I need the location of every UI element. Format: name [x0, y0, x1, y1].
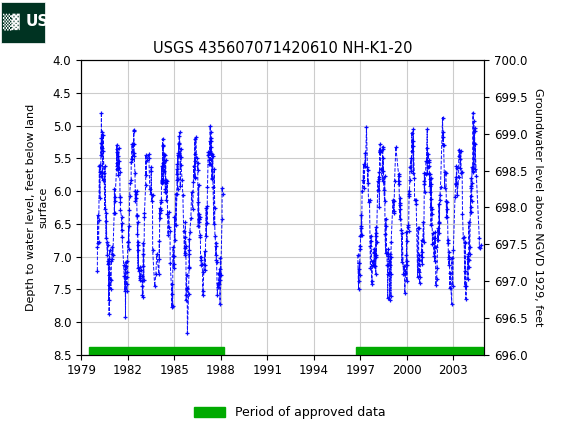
Text: ▒▓: ▒▓: [3, 13, 20, 30]
Y-axis label: Groundwater level above NGVD 1929, feet: Groundwater level above NGVD 1929, feet: [533, 88, 543, 327]
Legend: Period of approved data: Period of approved data: [194, 406, 386, 419]
Bar: [1, 2, 45, 43]
Title: USGS 435607071420610 NH-K1-20: USGS 435607071420610 NH-K1-20: [153, 41, 412, 56]
Text: USGS: USGS: [26, 14, 73, 29]
Bar: [89, 347, 224, 355]
Y-axis label: Depth to water level, feet below land
surface: Depth to water level, feet below land su…: [26, 104, 49, 311]
Bar: [356, 347, 483, 355]
